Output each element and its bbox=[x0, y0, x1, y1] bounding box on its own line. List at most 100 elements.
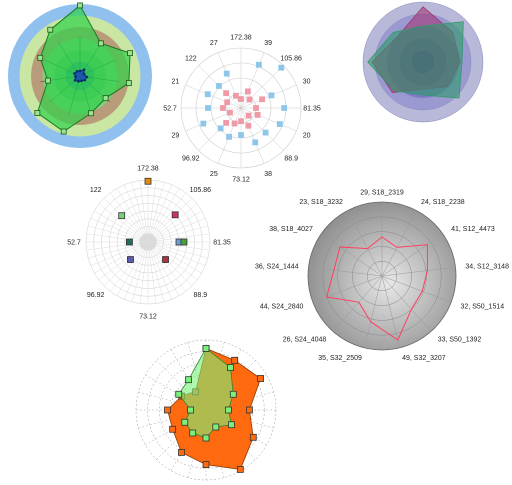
data-point bbox=[245, 112, 252, 119]
spoke bbox=[147, 204, 198, 243]
spoke bbox=[147, 241, 208, 259]
spoke bbox=[185, 84, 242, 109]
data-point bbox=[47, 26, 54, 33]
data-point bbox=[217, 125, 224, 132]
spoke bbox=[147, 225, 208, 243]
spoke bbox=[147, 188, 180, 243]
tick-label: 96.92 bbox=[87, 292, 105, 299]
data-point bbox=[102, 95, 109, 102]
data-point bbox=[238, 132, 244, 138]
series-area bbox=[367, 21, 464, 99]
data-point bbox=[202, 344, 210, 352]
spoke bbox=[347, 210, 383, 277]
radar-chart-2: 172.38 39 105.86 30 81.35 20 88.9 38 73.12 25 96.9… bbox=[163, 35, 321, 184]
tick-label: 52.7 bbox=[163, 106, 177, 113]
data-point bbox=[245, 122, 252, 129]
tick-label: 33, S50_1392 bbox=[438, 336, 482, 343]
data-point bbox=[171, 211, 179, 219]
data-point bbox=[231, 120, 238, 127]
data-point bbox=[262, 129, 269, 136]
tick-label: 29, S18_2319 bbox=[360, 190, 404, 197]
radar-chart-3 bbox=[362, 1, 484, 123]
spoke bbox=[240, 107, 297, 132]
tick-label: 81.35 bbox=[303, 106, 321, 113]
spoke bbox=[98, 204, 149, 243]
tick-label: 105.86 bbox=[280, 55, 302, 62]
data-point bbox=[223, 119, 230, 126]
tick-label: 41, S12_4473 bbox=[451, 226, 495, 233]
data-point bbox=[238, 118, 244, 125]
spoke bbox=[147, 241, 172, 300]
tick-label: 122 bbox=[185, 55, 197, 62]
data-point bbox=[249, 433, 257, 441]
data-point bbox=[144, 177, 152, 185]
tick-label: 172.38 bbox=[137, 166, 159, 173]
spoke bbox=[88, 241, 149, 259]
data-point bbox=[125, 80, 132, 86]
data-point bbox=[85, 75, 89, 79]
tick-label: 30 bbox=[303, 78, 311, 85]
spoke bbox=[147, 233, 210, 243]
data-point bbox=[229, 390, 237, 398]
data-point bbox=[73, 78, 77, 82]
tick-label: 34, S12_3148 bbox=[465, 263, 509, 270]
data-point bbox=[80, 79, 83, 83]
data-point bbox=[77, 2, 83, 9]
spoke bbox=[110, 241, 149, 292]
data-point bbox=[44, 77, 51, 84]
data-point bbox=[228, 421, 235, 429]
data-point bbox=[204, 91, 211, 98]
tick-label: 35, S32_2509 bbox=[318, 355, 362, 362]
spoke bbox=[90, 241, 149, 266]
tick-label: 73.12 bbox=[232, 177, 250, 184]
data-point bbox=[82, 72, 86, 76]
tick-label: 44, S24_2840 bbox=[260, 303, 304, 310]
tick-label: 25 bbox=[210, 171, 218, 178]
data-point bbox=[224, 406, 232, 414]
spoke bbox=[381, 210, 417, 277]
data-point bbox=[236, 466, 244, 473]
tick-label: 38 bbox=[264, 171, 272, 178]
spoke bbox=[94, 241, 149, 274]
spoke bbox=[103, 197, 149, 243]
data-point bbox=[60, 128, 67, 135]
data-point bbox=[127, 50, 133, 57]
data-point bbox=[189, 429, 197, 437]
tick-label: 32, S50_1514 bbox=[461, 303, 505, 310]
data-point bbox=[178, 449, 185, 456]
spoke bbox=[147, 218, 206, 243]
tick-label: 20 bbox=[303, 133, 311, 140]
spoke bbox=[116, 241, 149, 296]
tick-label: 39 bbox=[264, 40, 272, 47]
data-point bbox=[164, 406, 171, 414]
tick-label: 81.35 bbox=[213, 240, 231, 247]
data-point bbox=[74, 75, 77, 78]
data-point bbox=[185, 376, 192, 384]
spoke bbox=[312, 275, 383, 303]
spoke bbox=[381, 266, 456, 277]
data-point bbox=[126, 238, 133, 246]
spoke bbox=[147, 197, 193, 243]
spoke bbox=[147, 241, 186, 292]
data-point bbox=[202, 434, 210, 442]
data-point bbox=[223, 70, 230, 77]
data-point bbox=[244, 88, 251, 95]
data-point bbox=[224, 99, 231, 106]
spoke bbox=[147, 241, 193, 287]
spoke bbox=[364, 275, 383, 348]
data-point bbox=[75, 70, 79, 73]
data-point bbox=[118, 212, 126, 220]
data-point bbox=[216, 83, 222, 89]
radar-chart-6 bbox=[135, 339, 277, 481]
spoke bbox=[147, 241, 157, 304]
spoke bbox=[147, 241, 198, 280]
grid-circle bbox=[147, 351, 265, 469]
spoke bbox=[381, 275, 432, 332]
data-point bbox=[78, 69, 82, 73]
spoke bbox=[131, 241, 149, 302]
spoke bbox=[124, 241, 149, 300]
data-point bbox=[127, 256, 134, 263]
spoke bbox=[320, 233, 383, 277]
spoke bbox=[88, 225, 149, 243]
spoke bbox=[94, 210, 149, 243]
